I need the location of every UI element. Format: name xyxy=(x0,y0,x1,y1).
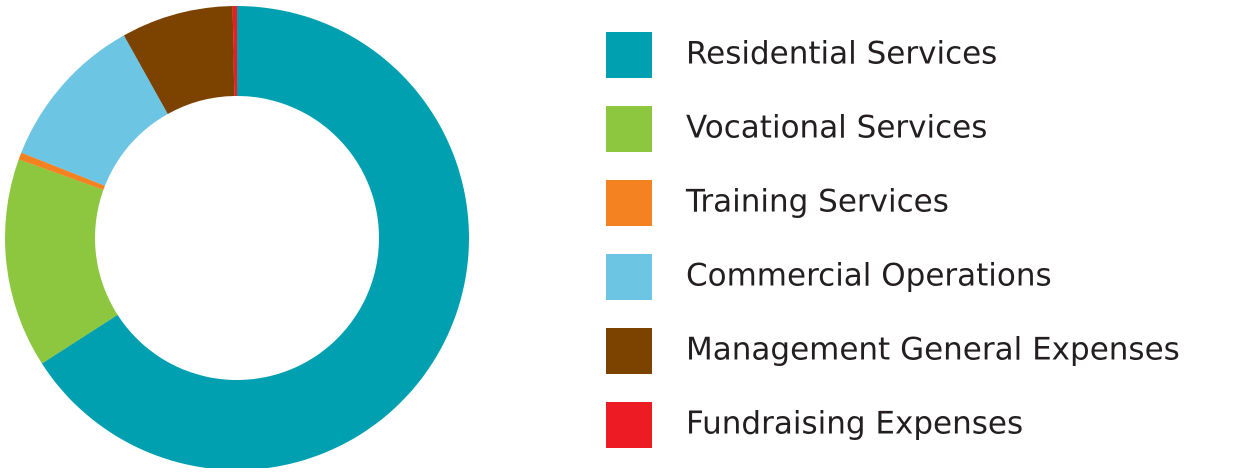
donut-slice xyxy=(232,6,237,97)
donut-slice xyxy=(21,35,168,186)
donut-slice xyxy=(18,152,105,190)
legend-label: Training Services xyxy=(685,184,949,220)
legend-swatch xyxy=(606,106,652,152)
legend-label: Vocational Services xyxy=(686,110,987,146)
donut-slice xyxy=(41,6,470,471)
legend-swatch xyxy=(606,254,652,300)
legend-label: Residential Services xyxy=(686,36,997,72)
legend-label: Management General Expenses xyxy=(686,332,1180,368)
donut-slice xyxy=(4,159,118,364)
legend-label: Fundraising Expenses xyxy=(686,406,1023,442)
legend-label: Commercial Operations xyxy=(686,258,1052,294)
legend-swatch xyxy=(606,328,652,374)
donut-slice xyxy=(123,6,235,114)
legend-swatch xyxy=(606,32,652,78)
legend-swatch xyxy=(606,402,652,448)
legend-swatch xyxy=(606,180,652,226)
